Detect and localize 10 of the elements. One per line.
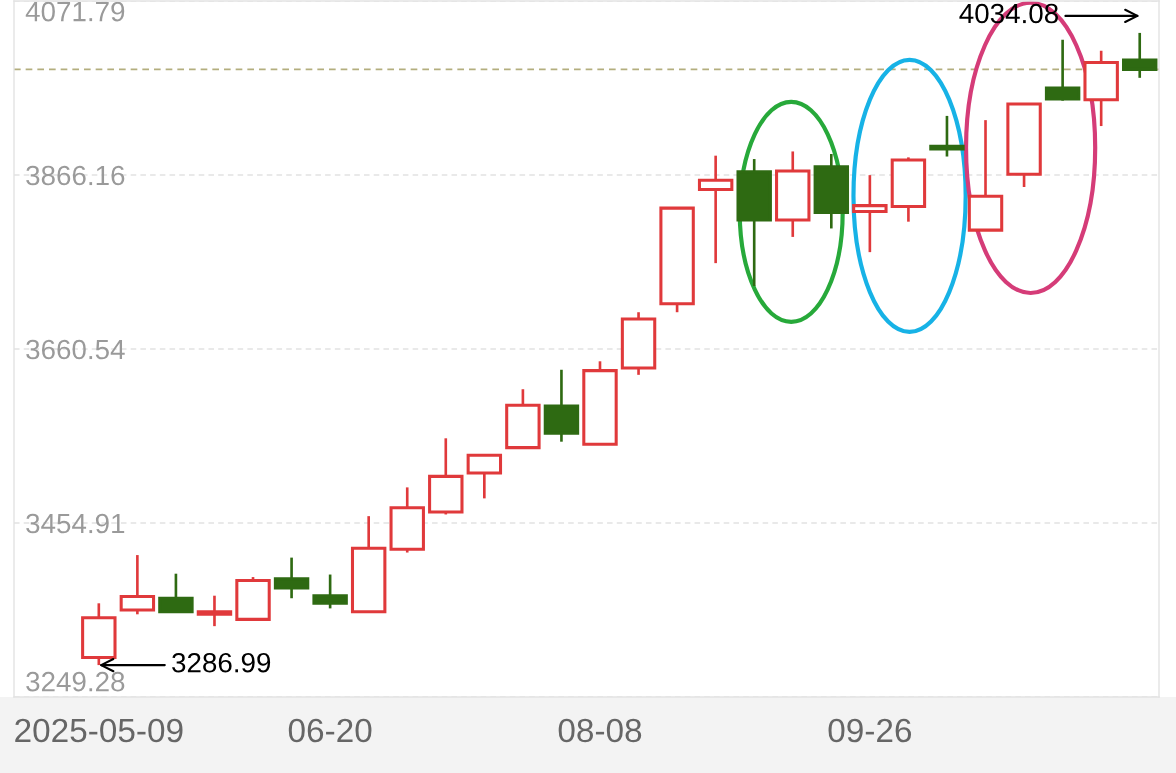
y-tick-label: 3454.91: [26, 513, 125, 534]
y-tick-label: 3866.16: [26, 165, 125, 186]
x-tick-label: 08-08: [558, 718, 642, 743]
y-tick-label: 3249.28: [26, 671, 125, 692]
x-tick-label: 06-20: [288, 718, 372, 743]
x-tick-label: 2025-05-09: [15, 718, 183, 743]
x-tick-label: 09-26: [828, 718, 912, 743]
y-tick-label: 4071.79: [25, 1, 125, 22]
annotation: 3286.99: [172, 652, 271, 673]
y-tick-label: 3660.54: [26, 339, 125, 360]
